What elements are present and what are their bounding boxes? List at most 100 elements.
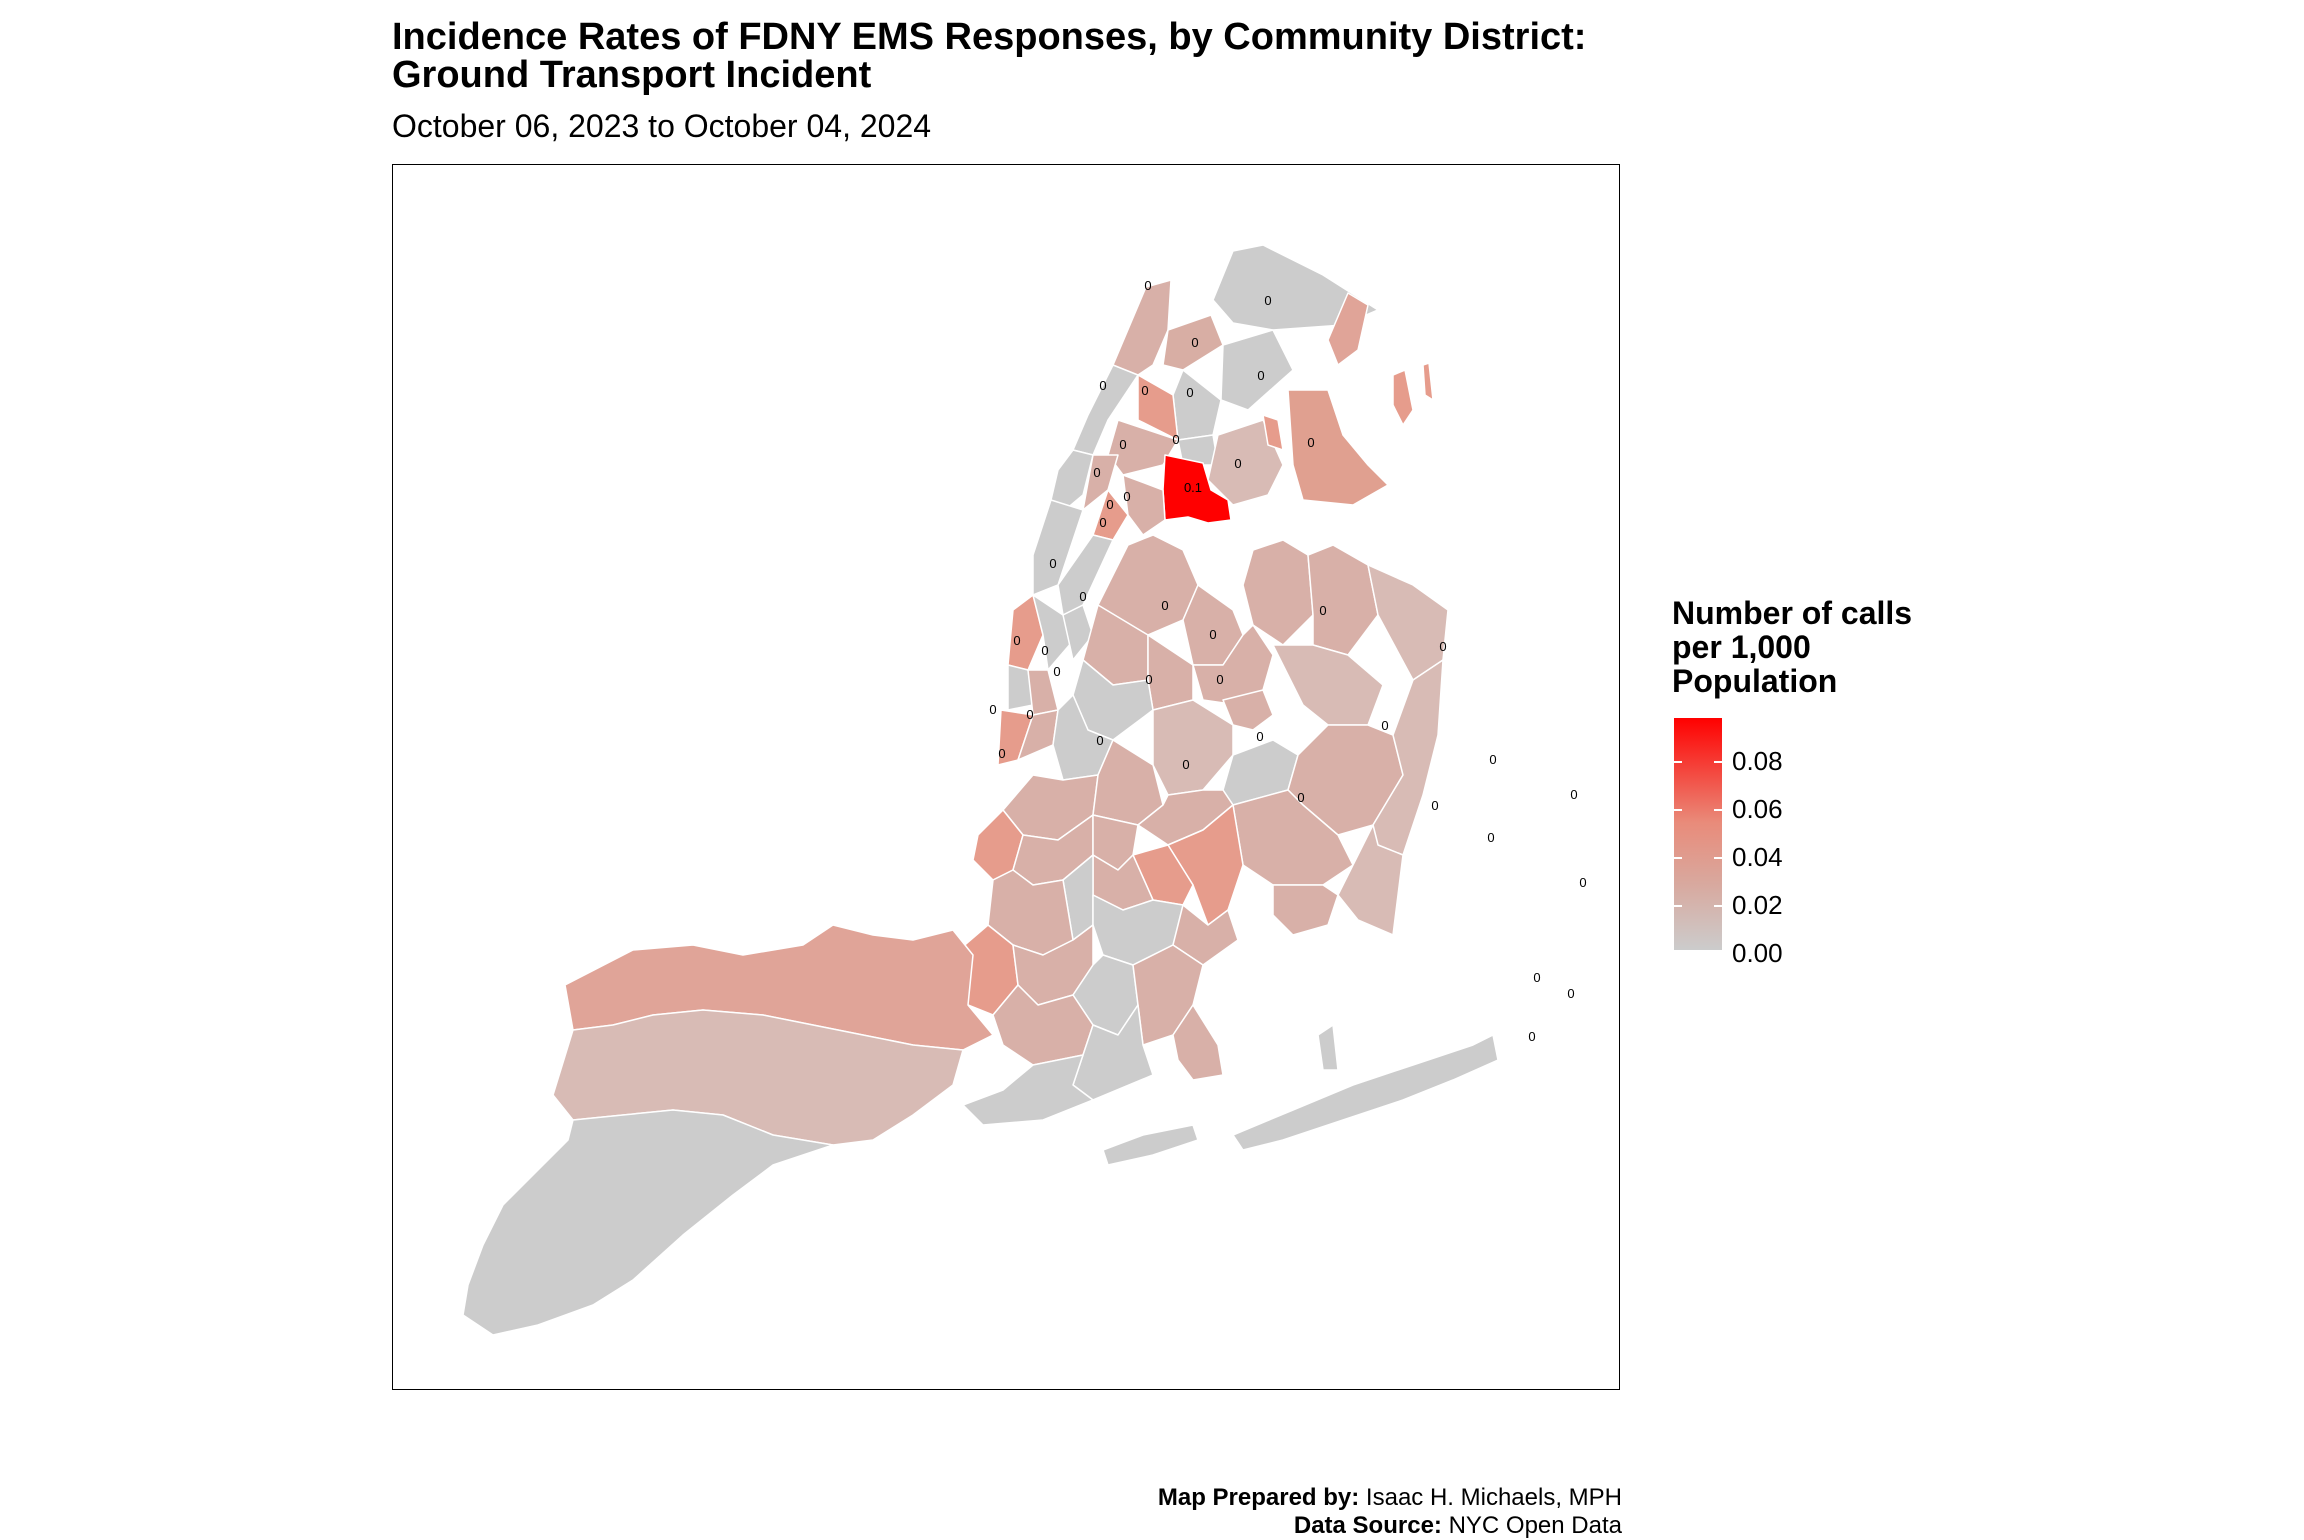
district-brooklyn-marine [1172,1004,1224,1081]
district-queens-ridgewood [1152,699,1234,796]
district-label: 0 [1141,383,1148,398]
district-label: 0.1 [1184,480,1202,495]
district-bronx-east [1327,292,1369,366]
map-subtitle: October 06, 2023 to October 04, 2024 [392,108,932,144]
caption-prepared-label: Map Prepared by: [1157,1484,1360,1511]
district-label: 0 [1099,378,1106,393]
district-bronx-g2 [1122,474,1166,536]
caption-prepared-by: Map Prepared by: Isaac H. Michaels, MPH [1158,1484,1622,1512]
district-label: 0 [1439,639,1446,654]
title-line-1: Incidence Rates of FDNY EMS Responses, b… [392,16,1587,58]
district-queens-little-neck [1367,564,1449,681]
district-bronx-throgs [1287,389,1389,506]
legend: Number of calls per 1,000 Population 0.0… [1672,596,1972,968]
district-label: 0 [1307,435,1314,450]
district-label: 0 [1144,278,1151,293]
district-brooklyn-coney [962,1054,1094,1126]
legend-tick-mark [1674,905,1682,907]
district-label: 0 [1172,432,1179,447]
district-label: 0 [1186,385,1193,400]
district-label: 0 [1487,830,1494,845]
district-bronx-c [1172,369,1222,441]
district-label: 0 [1123,489,1130,504]
legend-tick-mark [1674,857,1682,859]
district-bronx-b [1220,329,1294,411]
district-label: 0 [1079,589,1086,604]
district-manhattan-midtown-e [1032,594,1079,671]
legend-title-line-1: Number of calls [1672,595,1913,631]
district-label: 0 [1533,970,1540,985]
district-label: 0 [1489,752,1496,767]
district-brooklyn-east-ny [1167,804,1244,926]
district-label: 0 [1567,986,1574,1001]
district-label: 0 [1053,664,1060,679]
district-queens-rockaway-tip [1317,1024,1339,1071]
district-label: 0 [1528,1029,1535,1044]
legend-tick-mark [1674,809,1682,811]
district-label: 0 [1182,757,1189,772]
legend-tick-label: 0.00 [1732,938,1783,968]
district-label: 0 [989,702,996,717]
district-label: 0 [1570,787,1577,802]
district-queens-jfk [1337,824,1404,936]
legend-tick-mark [1714,809,1722,811]
legend-title-line-2: per 1,000 [1672,629,1811,665]
district-queens-fresh-meadows [1272,644,1384,726]
district-staten-island-south [462,1109,834,1336]
district-label: 0 [1256,729,1263,744]
district-label: 0 [1431,798,1438,813]
legend-tick-mark [1714,905,1722,907]
district-label: 0 [1257,368,1264,383]
legend-tick-label: 0.06 [1732,794,1783,824]
district-bronx-island-b [1422,362,1434,401]
district-label: 0 [1041,643,1048,658]
district-queens-queens-village [1372,659,1444,856]
district-label: 0 [1096,733,1103,748]
district-label: 0 [1049,556,1056,571]
nyc-community-district-map: 0 0 0 0 0 0 0 0 0 0 0.1 0 0 0 0 0 0 0 0 … [462,244,1587,1336]
legend-tick-label: 0.02 [1732,890,1783,920]
caption-data-source: Data Source: NYC Open Data [1294,1512,1622,1540]
district-queens-breezy [1102,1124,1199,1166]
district-bronx-a [1162,314,1224,371]
caption-source-label: Data Source: [1293,1512,1442,1539]
district-queens-woodside [1147,634,1194,711]
caption-prepared-value: Isaac H. Michaels, MPH [1359,1484,1622,1511]
legend-title: Number of calls per 1,000 Population [1672,596,1972,698]
legend-tick-mark [1714,857,1722,859]
district-label: 0 [1234,456,1241,471]
district-label: 0 [1093,465,1100,480]
district-queens-rockaway [1232,1034,1499,1151]
district-queens-forest-hills [1192,624,1274,706]
district-bronx-e [1107,419,1179,476]
district-label: 0 [1106,497,1113,512]
district-label: 0 [1191,335,1198,350]
legend-colorbar [1674,718,1722,950]
district-label: 0 [998,746,1005,761]
legend-tick-label: 0.04 [1732,842,1783,872]
district-label: 0 [1013,633,1020,648]
district-bronx-island [1392,369,1414,426]
district-label: 0 [1099,515,1106,530]
title-line-2: Ground Transport Incident [392,54,872,96]
district-queens-flushing [1242,539,1314,646]
district-manhattan-midtown-w [1007,594,1044,671]
legend-tick-mark [1714,761,1722,763]
district-label: 0 [1297,790,1304,805]
district-label: 0 [1216,672,1223,687]
legend-tick-label: 0.08 [1732,746,1783,776]
district-bronx-small [1262,414,1284,451]
district-label: 0 [1579,875,1586,890]
map-title: Incidence Rates of FDNY EMS Responses, b… [392,18,1792,94]
district-manhattan-uws [1032,499,1084,596]
district-queens-howard [1272,884,1339,936]
legend-title-line-3: Population [1672,663,1838,699]
district-label: 0 [1119,437,1126,452]
district-label: 0 [1026,707,1033,722]
district-label: 0 [1161,598,1168,613]
district-label: 0 [1145,672,1152,687]
district-queens-bayside [1307,544,1379,656]
district-queens-rego [1222,689,1274,731]
map-panel: 0 0 0 0 0 0 0 0 0 0 0.1 0 0 0 0 0 0 0 0 … [392,164,1620,1390]
legend-tick-mark [1674,761,1682,763]
